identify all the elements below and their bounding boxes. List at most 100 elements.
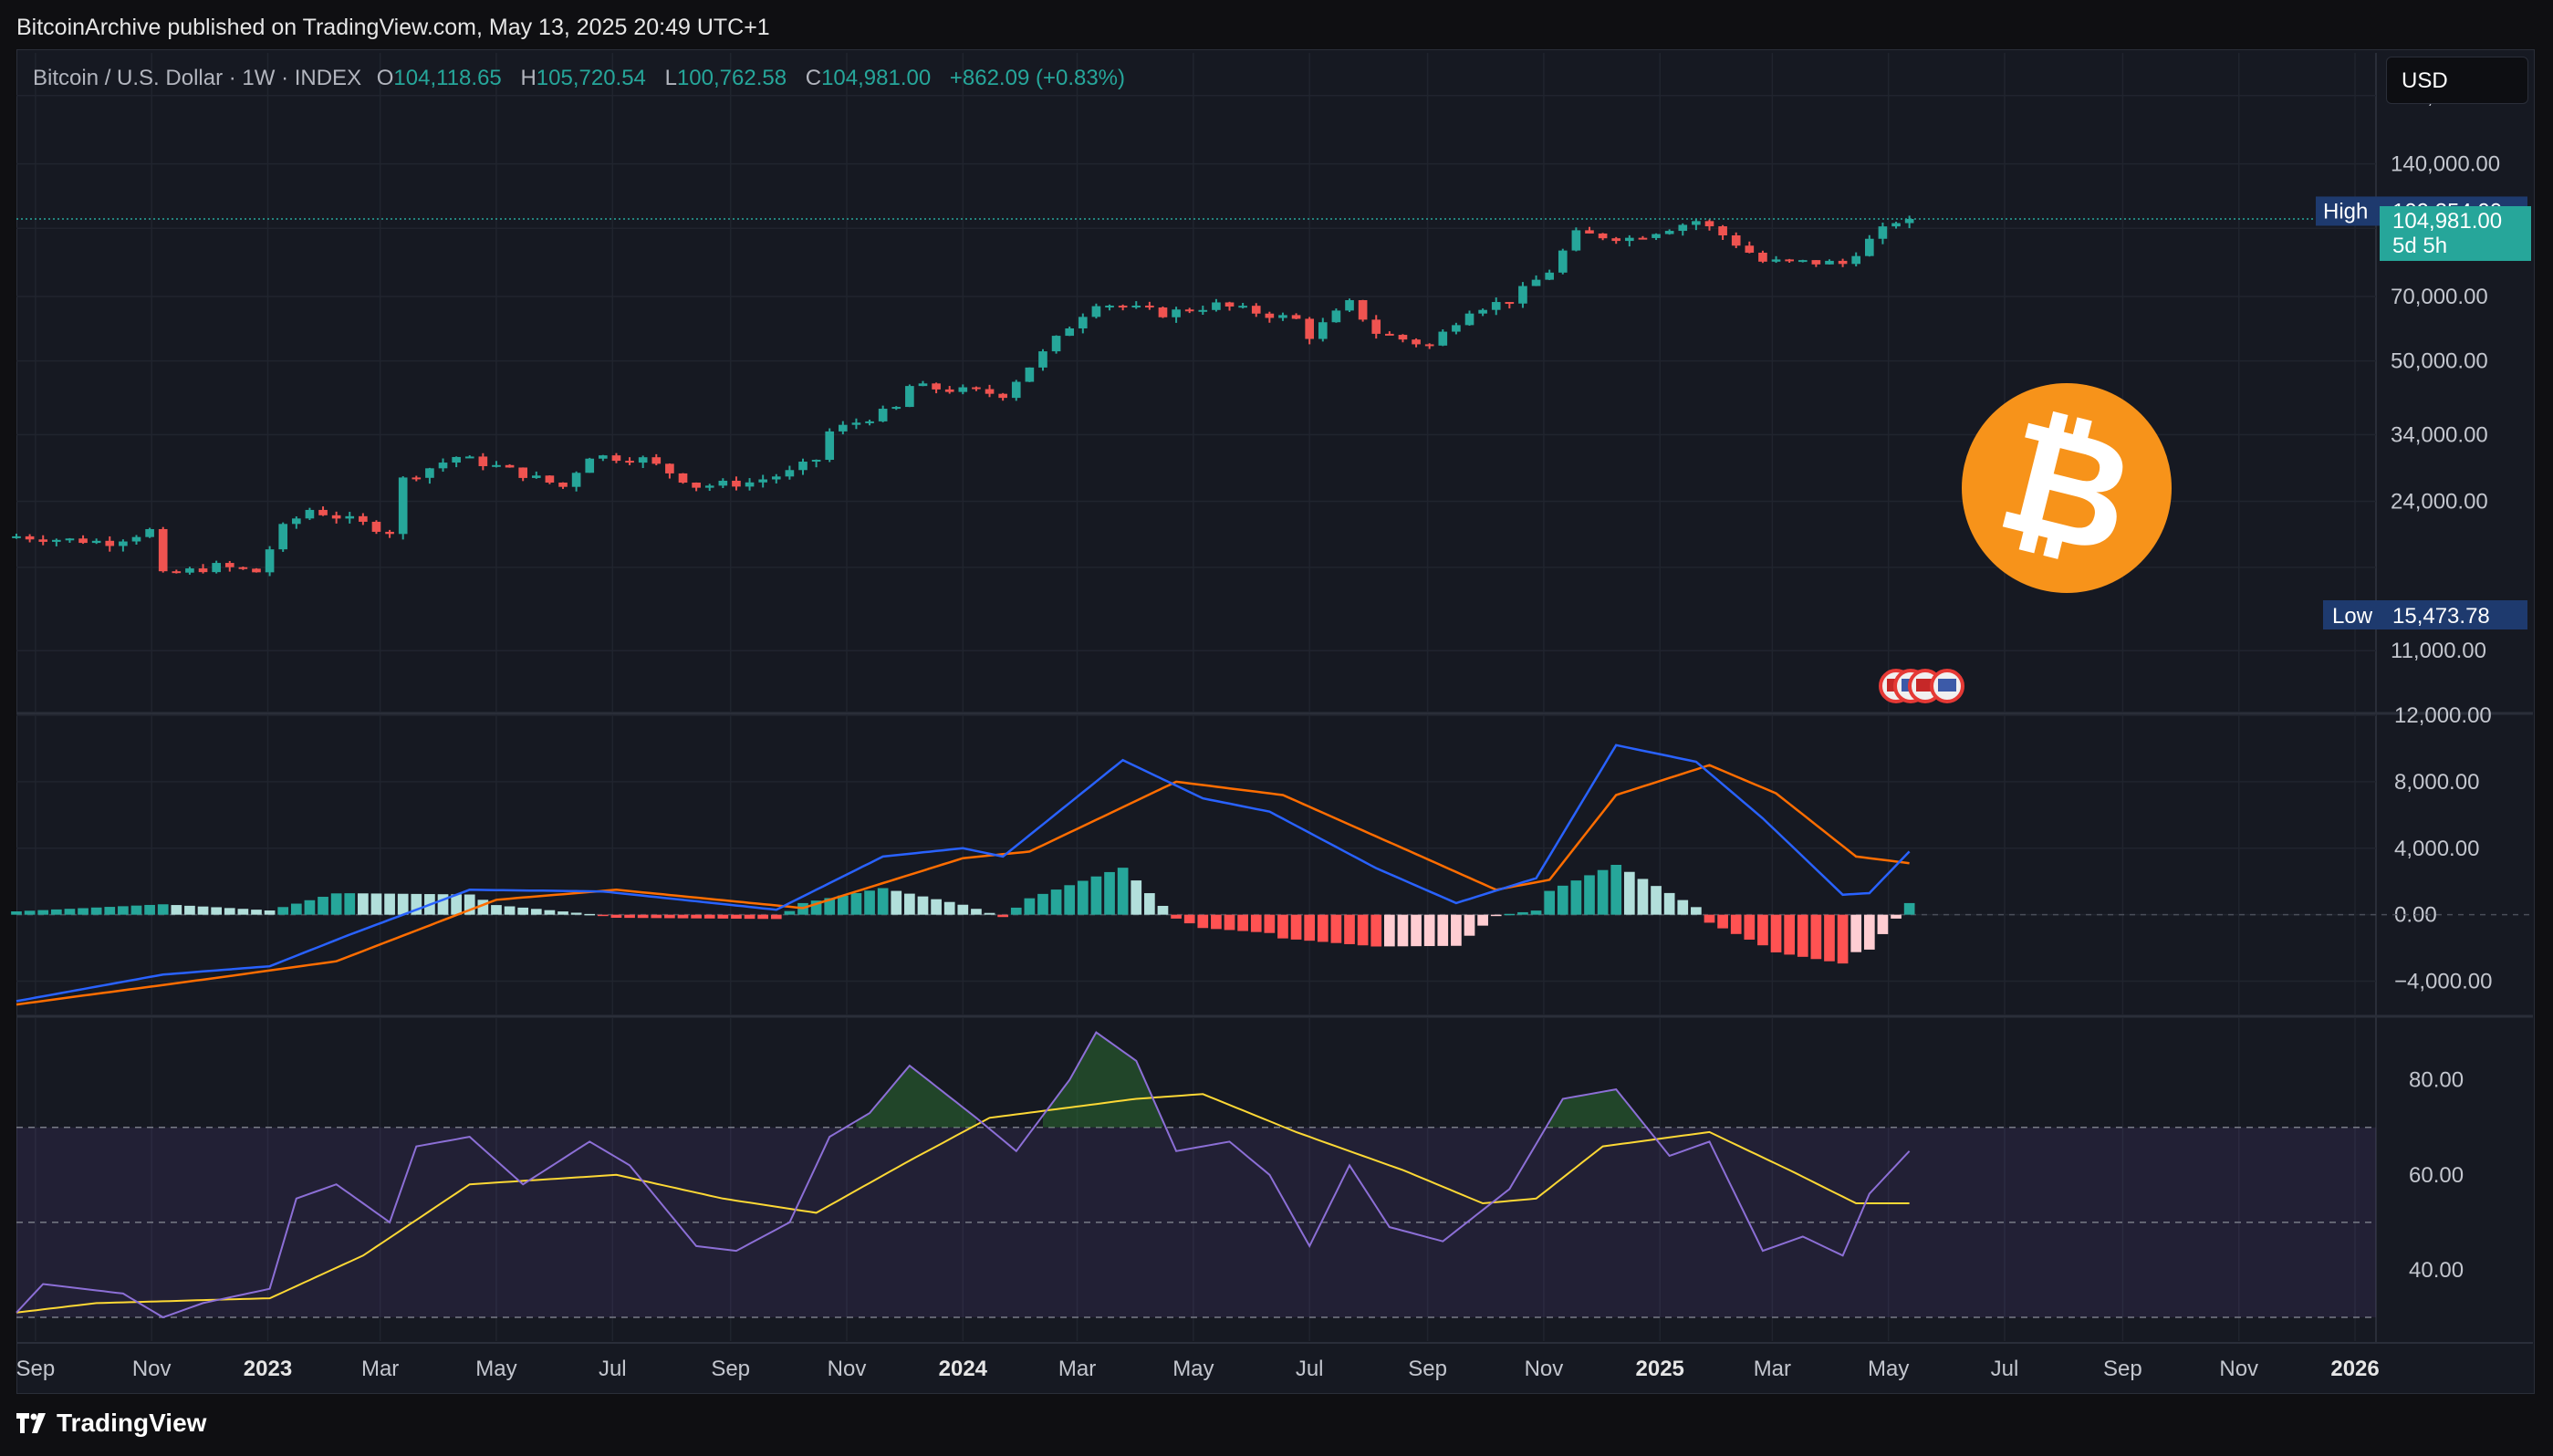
macd-histogram-bar — [1037, 893, 1048, 915]
macd-histogram-bar — [1250, 914, 1262, 932]
candle-body — [438, 463, 448, 469]
candle-body — [1585, 230, 1594, 234]
candle-body — [918, 383, 928, 387]
high-value: 105,720.54 — [536, 66, 646, 90]
macd-histogram-bar — [904, 893, 915, 915]
macd-histogram-bar — [237, 909, 249, 915]
candle-body — [1598, 233, 1608, 239]
footer: TradingView — [16, 1403, 206, 1443]
candle-body — [1838, 260, 1848, 265]
macd-histogram-bar — [1370, 914, 1382, 947]
candle-body — [1878, 226, 1888, 239]
macd-histogram-bar — [1651, 886, 1662, 915]
macd-histogram-bar — [277, 907, 289, 915]
candle-body — [998, 393, 1007, 399]
candle-body — [1704, 221, 1714, 227]
macd-histogram-bar — [251, 910, 262, 915]
macd-histogram-bar — [504, 906, 516, 915]
rsi-overbought-fill — [1042, 1032, 1163, 1128]
macd-histogram-bar — [397, 893, 409, 915]
macd-histogram-bar — [290, 903, 302, 915]
candle-body — [839, 424, 848, 432]
price-tick-label: 50,000.00 — [2391, 349, 2488, 374]
x-tick-label: 2023 — [244, 1357, 292, 1381]
macd-histogram-bar — [24, 910, 36, 915]
x-tick-label: May — [1868, 1357, 1909, 1381]
candle-body — [425, 468, 434, 478]
macd-histogram-bar — [1397, 914, 1409, 947]
macd-histogram-bar — [437, 894, 449, 915]
candle-body — [1692, 221, 1701, 225]
low-value: 100,762.58 — [676, 66, 787, 90]
candle-body — [758, 479, 767, 483]
macd-histogram-bar — [1197, 914, 1209, 929]
macd-histogram-bar — [850, 892, 862, 915]
candle-body — [212, 563, 221, 573]
macd-histogram-bar — [264, 910, 276, 915]
candle-body — [1718, 226, 1727, 236]
macd-histogram-bar — [1171, 914, 1182, 919]
candle-body — [1571, 230, 1581, 251]
macd-histogram-bar — [90, 907, 102, 915]
candle-body — [1545, 272, 1554, 280]
candle-body — [1091, 306, 1101, 317]
candle-body — [732, 480, 741, 487]
macd-histogram-bar — [318, 897, 328, 915]
candle-body — [1558, 250, 1568, 273]
macd-histogram-bar — [931, 899, 942, 915]
macd-histogram-bar — [1691, 907, 1702, 915]
candle-body — [1785, 259, 1794, 262]
macd-histogram-bar — [1411, 914, 1422, 947]
macd-histogram-bar — [1504, 913, 1516, 916]
macd-histogram-bar — [78, 908, 89, 915]
candle-body — [1198, 309, 1208, 312]
macd-histogram-bar — [703, 914, 715, 919]
macd-histogram-bar — [1211, 914, 1222, 930]
macd-histogram-bar — [1304, 914, 1316, 941]
candle-body — [865, 421, 874, 423]
candle-body — [1371, 319, 1381, 334]
macd-histogram-bar — [144, 904, 155, 915]
macd-histogram-bar — [1451, 914, 1462, 946]
candle-body — [1424, 344, 1434, 347]
macd-histogram-bar — [184, 905, 195, 915]
low-label: L — [664, 66, 677, 90]
candle-body — [1131, 306, 1141, 308]
candle-body — [1385, 333, 1394, 336]
candle-body — [1531, 279, 1541, 286]
tradingview-logo-icon[interactable] — [16, 1413, 47, 1433]
macd-histogram-bar — [651, 914, 662, 919]
macd-histogram-bar — [624, 914, 635, 919]
macd-histogram-bar — [957, 904, 969, 915]
candle-body — [1331, 310, 1341, 323]
candle-body — [478, 456, 488, 466]
candle-body — [1678, 224, 1688, 232]
symbol-title[interactable]: Bitcoin / U.S. Dollar · 1W · INDEX — [33, 66, 362, 90]
macd-histogram-bar — [1517, 911, 1528, 915]
candle-body — [651, 457, 662, 464]
candle-body — [12, 536, 21, 538]
candle-body — [1452, 325, 1461, 332]
low-marker-label: Low — [2332, 604, 2373, 629]
macd-histogram-bar — [1464, 914, 1475, 936]
macd-histogram-bar — [451, 894, 462, 915]
macd-histogram-bar — [358, 893, 369, 915]
candle-body — [505, 464, 515, 468]
rsi-tick-label: 60.00 — [2409, 1163, 2464, 1188]
candle-body — [1038, 351, 1047, 368]
last-price-value: 104,981.00 — [2392, 209, 2502, 234]
tradingview-brand: TradingView — [57, 1409, 207, 1437]
candle-body — [692, 483, 701, 488]
candle-body — [1811, 260, 1821, 265]
candle-body — [638, 457, 648, 463]
candle-body — [1664, 231, 1674, 234]
macd-histogram-bar — [370, 893, 382, 915]
currency-button[interactable]: USD — [2386, 57, 2528, 104]
candle-body — [1251, 306, 1261, 314]
macd-histogram-bar — [1744, 914, 1756, 940]
macd-histogram-bar — [1663, 892, 1675, 915]
macd-histogram-bar — [171, 905, 182, 915]
macd-histogram-bar — [997, 914, 1008, 918]
macd-histogram-bar — [157, 904, 169, 915]
